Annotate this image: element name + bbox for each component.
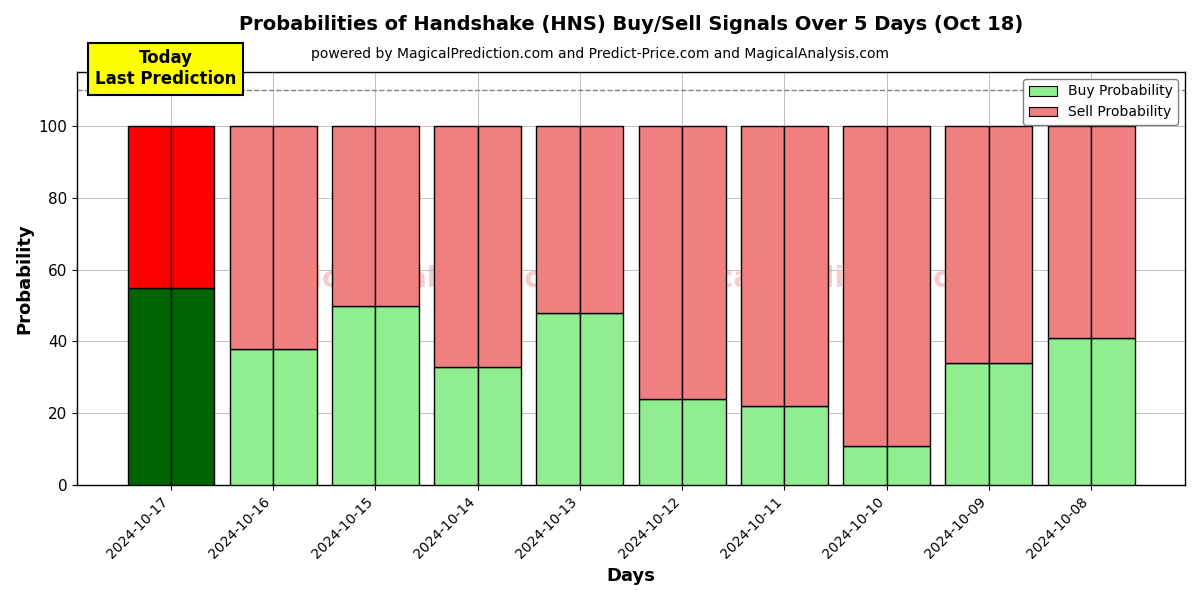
Bar bbox=[989, 363, 1032, 485]
Text: Today
Last Prediction: Today Last Prediction bbox=[95, 49, 236, 88]
Bar bbox=[682, 399, 726, 485]
Bar bbox=[274, 349, 317, 485]
Bar bbox=[1048, 338, 1091, 485]
Y-axis label: Probability: Probability bbox=[14, 223, 32, 334]
Bar bbox=[740, 406, 785, 485]
Bar bbox=[580, 126, 624, 313]
Bar bbox=[638, 126, 682, 399]
Bar bbox=[785, 406, 828, 485]
Bar bbox=[785, 126, 828, 406]
Bar bbox=[580, 313, 624, 485]
Bar bbox=[376, 126, 419, 305]
Bar bbox=[170, 126, 215, 287]
Bar bbox=[229, 126, 274, 349]
Bar bbox=[434, 126, 478, 367]
X-axis label: Days: Days bbox=[607, 567, 655, 585]
Bar bbox=[887, 446, 930, 485]
Title: Probabilities of Handshake (HNS) Buy/Sell Signals Over 5 Days (Oct 18): Probabilities of Handshake (HNS) Buy/Sel… bbox=[239, 16, 1024, 34]
Bar bbox=[989, 126, 1032, 363]
Bar bbox=[536, 313, 580, 485]
Bar bbox=[887, 126, 930, 446]
Bar bbox=[274, 126, 317, 349]
Bar bbox=[127, 126, 170, 287]
Bar bbox=[376, 305, 419, 485]
Bar bbox=[1048, 126, 1091, 338]
Bar bbox=[170, 287, 215, 485]
Bar bbox=[127, 287, 170, 485]
Bar bbox=[536, 126, 580, 313]
Bar bbox=[332, 305, 376, 485]
Legend: Buy Probability, Sell Probability: Buy Probability, Sell Probability bbox=[1024, 79, 1178, 125]
Text: MagicalPrediction.com: MagicalPrediction.com bbox=[641, 265, 997, 293]
Bar bbox=[638, 399, 682, 485]
Bar bbox=[946, 126, 989, 363]
Bar bbox=[229, 349, 274, 485]
Text: powered by MagicalPrediction.com and Predict-Price.com and MagicalAnalysis.com: powered by MagicalPrediction.com and Pre… bbox=[311, 47, 889, 61]
Bar bbox=[478, 126, 521, 367]
Bar bbox=[946, 363, 989, 485]
Bar bbox=[740, 126, 785, 406]
Bar bbox=[844, 446, 887, 485]
Bar bbox=[434, 367, 478, 485]
Text: MagicalAnalysis.com: MagicalAnalysis.com bbox=[246, 265, 572, 293]
Bar bbox=[1091, 126, 1135, 338]
Bar bbox=[1091, 338, 1135, 485]
Bar bbox=[844, 126, 887, 446]
Bar bbox=[332, 126, 376, 305]
Bar bbox=[682, 126, 726, 399]
Bar bbox=[478, 367, 521, 485]
